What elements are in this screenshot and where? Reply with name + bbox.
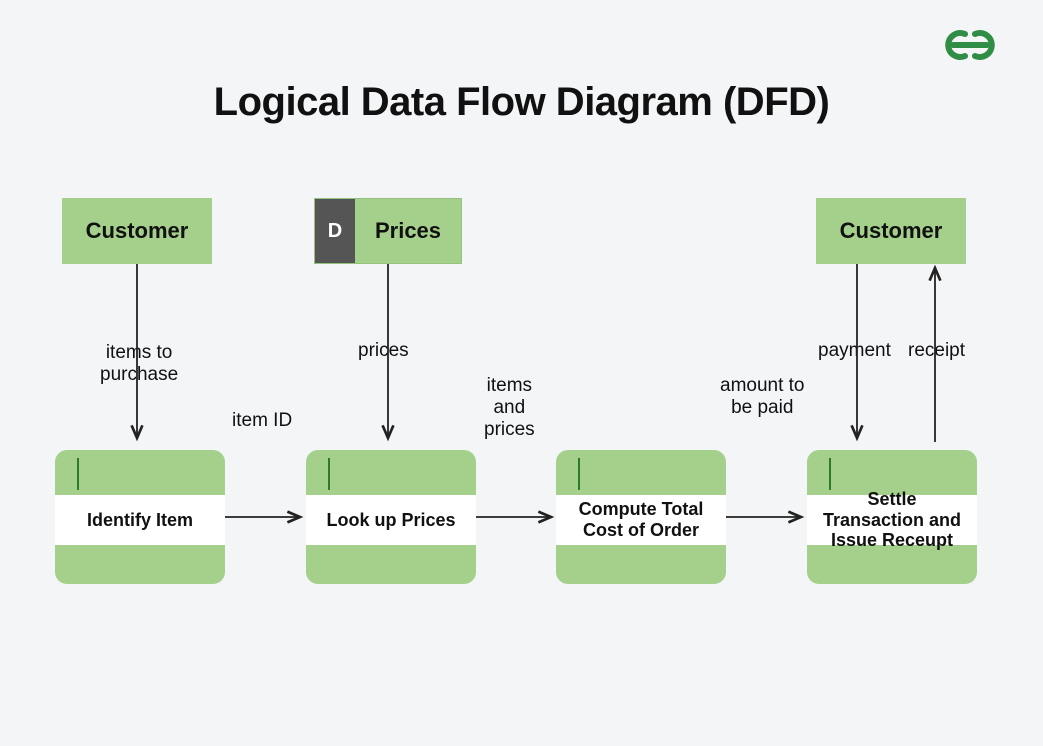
flow-label-items-and-prices: itemsandprices: [484, 375, 535, 441]
process-compute-total: Compute Total Cost of Order: [556, 450, 726, 584]
datastore-prices: D Prices: [314, 198, 462, 264]
flow-label-receipt: receipt: [908, 340, 965, 362]
entity-customer-left: Customer: [62, 198, 212, 264]
process-settle-transaction: Settle Transaction and Issue Receupt: [807, 450, 977, 584]
process-tick: [77, 458, 79, 490]
flow-label-prices: prices: [358, 340, 409, 362]
diagram-title: Logical Data Flow Diagram (DFD): [0, 80, 1043, 125]
logo: [943, 30, 997, 65]
process-identify-item: Identify Item: [55, 450, 225, 584]
flow-label-item-id: item ID: [232, 410, 292, 432]
datastore-label: Prices: [355, 199, 461, 263]
process-tick: [578, 458, 580, 490]
process-label: Identify Item: [55, 495, 225, 545]
flow-label-payment: payment: [818, 340, 891, 362]
process-lookup-prices: Look up Prices: [306, 450, 476, 584]
process-tick: [829, 458, 831, 490]
flow-label-amount-to-be-paid: amount tobe paid: [720, 375, 805, 419]
process-label: Compute Total Cost of Order: [556, 495, 726, 545]
flow-label-items-to-purchase: items topurchase: [100, 342, 178, 386]
entity-label: Customer: [840, 218, 943, 244]
process-tick: [328, 458, 330, 490]
process-label: Settle Transaction and Issue Receupt: [807, 495, 977, 545]
datastore-header: D: [315, 199, 355, 263]
process-label: Look up Prices: [306, 495, 476, 545]
entity-label: Customer: [86, 218, 189, 244]
entity-customer-right: Customer: [816, 198, 966, 264]
